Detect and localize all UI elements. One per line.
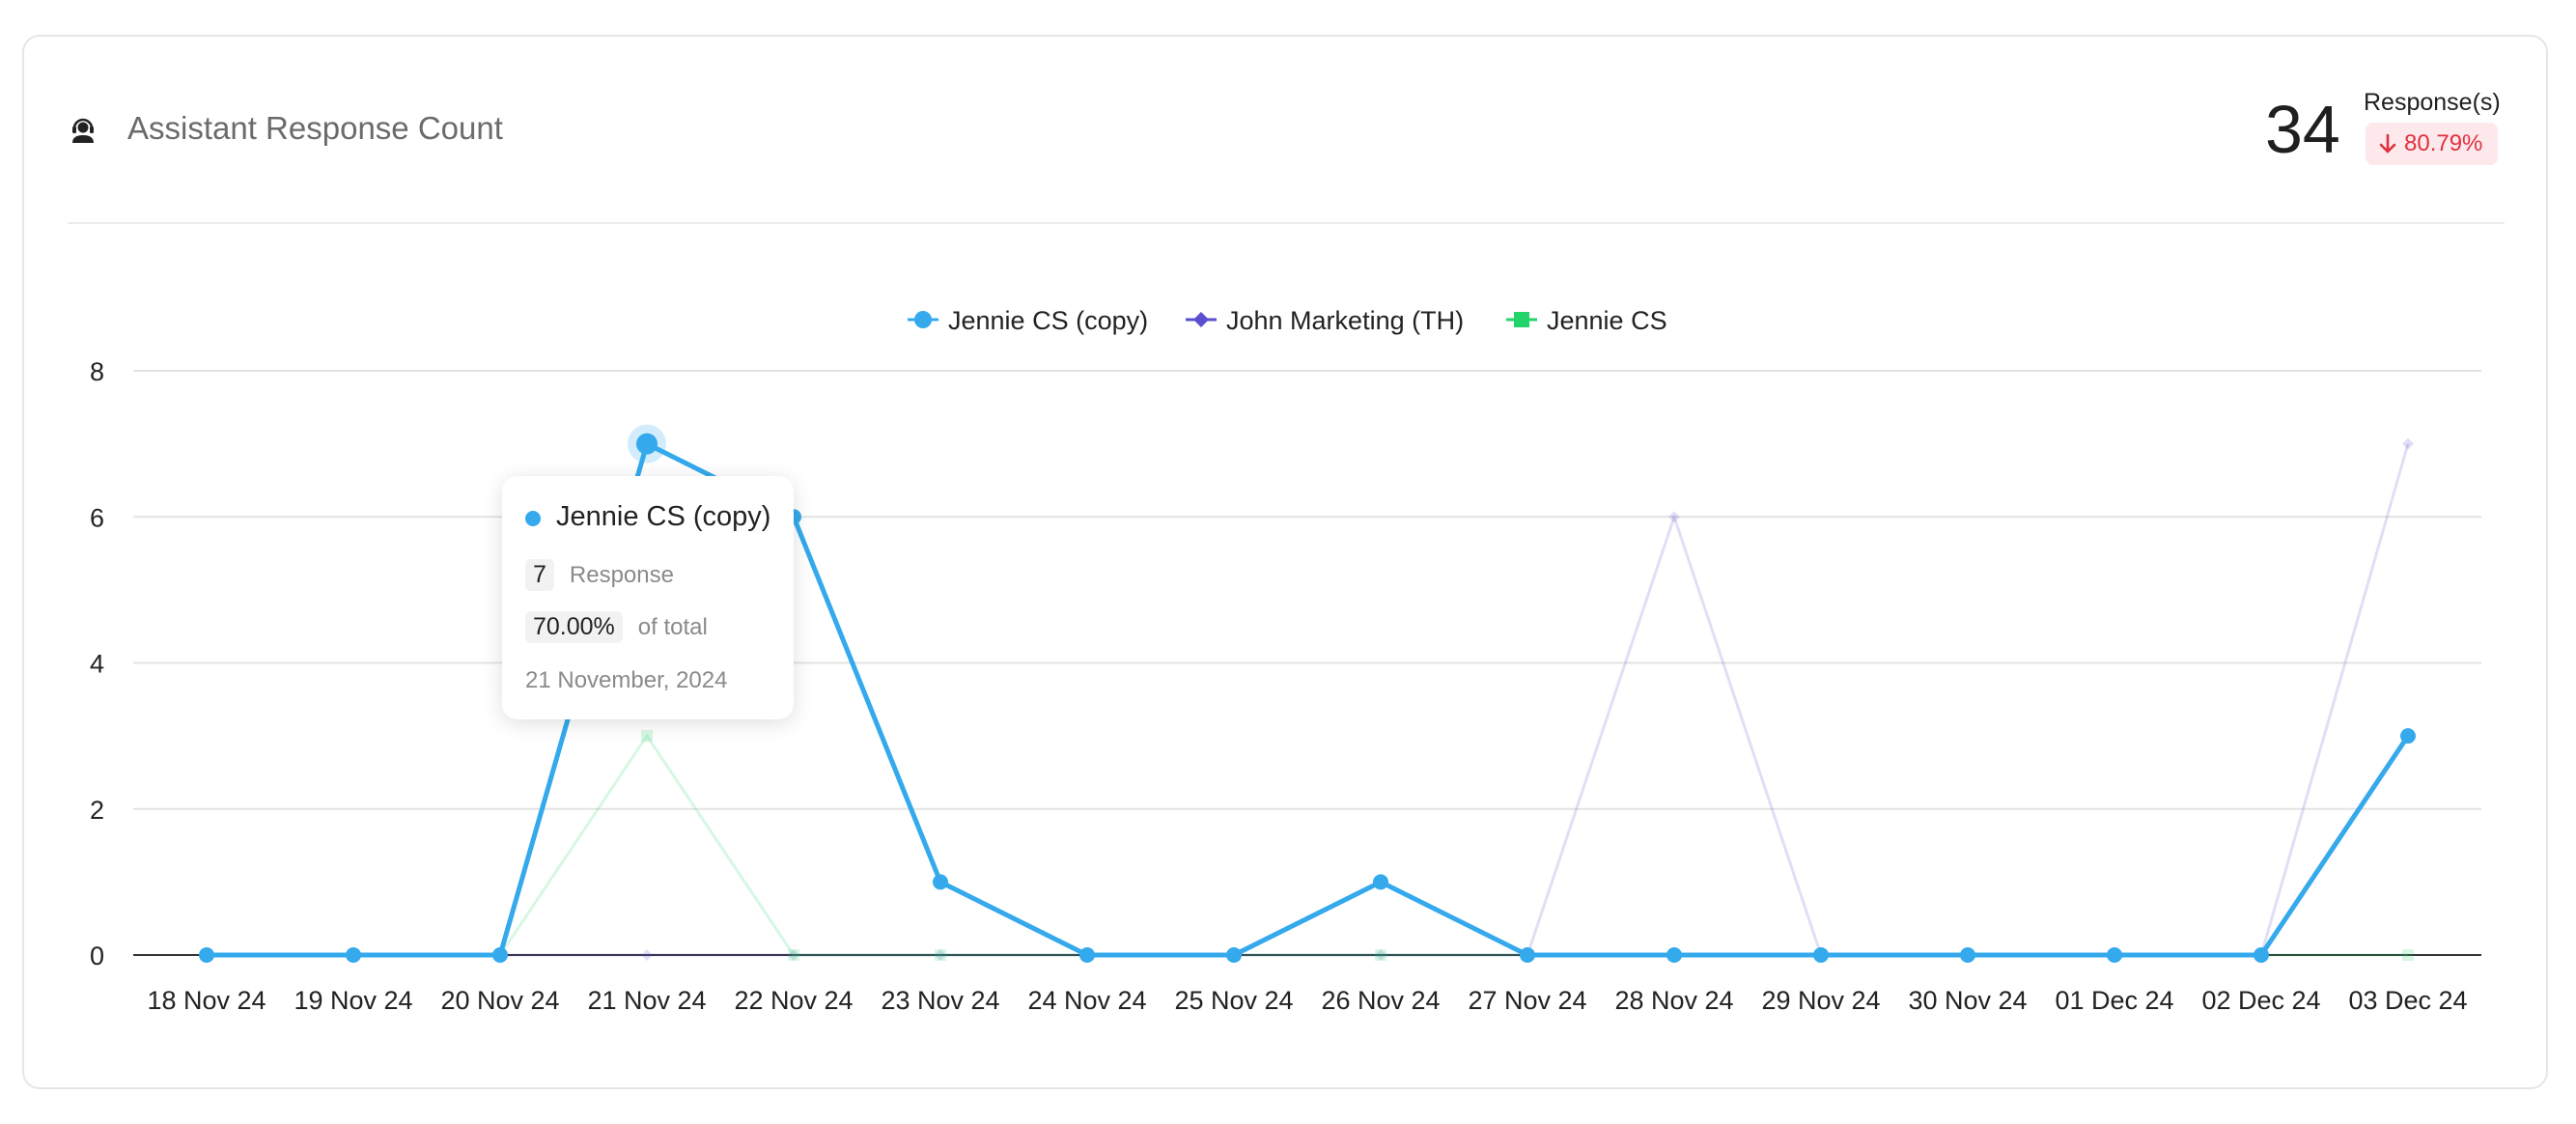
data-point <box>641 730 653 743</box>
x-tick-label: 23 Nov 24 <box>881 986 999 1015</box>
legend-label: John Marketing (TH) <box>1226 306 1464 335</box>
data-point <box>933 874 948 890</box>
x-tick-label: 01 Dec 24 <box>2055 986 2173 1015</box>
y-tick-label: 2 <box>90 796 104 825</box>
data-point <box>346 947 361 963</box>
headset-icon <box>72 118 94 143</box>
x-tick-label: 28 Nov 24 <box>1614 986 1733 1015</box>
data-point <box>1375 949 1386 961</box>
chart-tooltip: Jennie CS (copy) 7 Response 70.00% of to… <box>502 476 794 719</box>
data-point <box>199 947 214 963</box>
data-point <box>1666 947 1682 963</box>
y-tick-label: 8 <box>90 357 104 386</box>
total-responses-value: 34 <box>2265 92 2340 167</box>
x-tick-label: 26 Nov 24 <box>1321 986 1440 1015</box>
change-percent: 80.79% <box>2404 130 2483 156</box>
x-tick-label: 30 Nov 24 <box>1908 986 2027 1015</box>
legend-swatch-marker <box>1514 312 1529 327</box>
x-tick-label: 27 Nov 24 <box>1468 986 1586 1015</box>
x-tick-label: 19 Nov 24 <box>294 986 412 1015</box>
tooltip-date: 21 November, 2024 <box>525 667 728 693</box>
data-point <box>1813 947 1829 963</box>
total-responses-unit: Response(s) <box>2364 89 2501 116</box>
legend-label: Jennie CS (copy) <box>948 306 1148 335</box>
tooltip-value: 7 <box>525 559 554 591</box>
x-tick-label: 21 Nov 24 <box>587 986 706 1015</box>
tooltip-series-name: Jennie CS (copy) <box>556 501 771 532</box>
x-tick-label: 18 Nov 24 <box>147 986 266 1015</box>
x-tick-label: 29 Nov 24 <box>1761 986 1880 1015</box>
data-point <box>492 947 508 963</box>
y-tick-label: 0 <box>90 941 104 970</box>
data-point <box>935 949 946 961</box>
tooltip-series-dot <box>525 511 541 526</box>
tooltip-percent-row: 70.00% of total <box>525 611 708 643</box>
data-point <box>1375 949 1386 961</box>
x-tick-label: 02 Dec 24 <box>2201 986 2320 1015</box>
legend-swatch-marker <box>914 311 932 328</box>
data-point <box>1079 947 1095 963</box>
series-line <box>207 734 2408 957</box>
x-tick-label: 25 Nov 24 <box>1174 986 1293 1015</box>
y-tick-label: 6 <box>90 503 104 532</box>
data-point <box>935 949 946 961</box>
legend-swatch-marker <box>1193 312 1209 327</box>
data-point <box>2400 728 2416 745</box>
active-point <box>636 433 658 455</box>
data-point <box>2107 947 2122 963</box>
y-tick-label: 4 <box>90 650 104 679</box>
data-point <box>641 949 653 961</box>
header-divider <box>68 222 2505 224</box>
x-tick-label: 03 Dec 24 <box>2348 986 2467 1015</box>
x-tick-label: 22 Nov 24 <box>734 986 853 1015</box>
data-point <box>1520 947 1535 963</box>
x-tick-label: 24 Nov 24 <box>1027 986 1146 1015</box>
arrow-down-icon <box>2379 133 2396 154</box>
data-point <box>1226 947 1242 963</box>
tooltip-percent: 70.00% <box>525 611 623 643</box>
legend-label: Jennie CS <box>1547 306 1667 335</box>
data-point <box>1960 947 1975 963</box>
tooltip-percent-label: of total <box>637 613 708 640</box>
change-badge: 80.79% <box>2366 123 2499 165</box>
data-point <box>2254 947 2269 963</box>
data-point <box>1668 511 1680 523</box>
tooltip-value-row: 7 Response <box>525 559 674 591</box>
data-point <box>788 949 799 961</box>
chart-title: Assistant Response Count <box>127 110 503 146</box>
data-point <box>2402 949 2414 961</box>
data-point <box>788 949 799 961</box>
data-point <box>1373 874 1388 890</box>
chart-card <box>22 35 2548 1089</box>
x-tick-label: 20 Nov 24 <box>440 986 559 1015</box>
tooltip-value-label: Response <box>569 561 674 588</box>
data-point <box>2402 437 2414 450</box>
